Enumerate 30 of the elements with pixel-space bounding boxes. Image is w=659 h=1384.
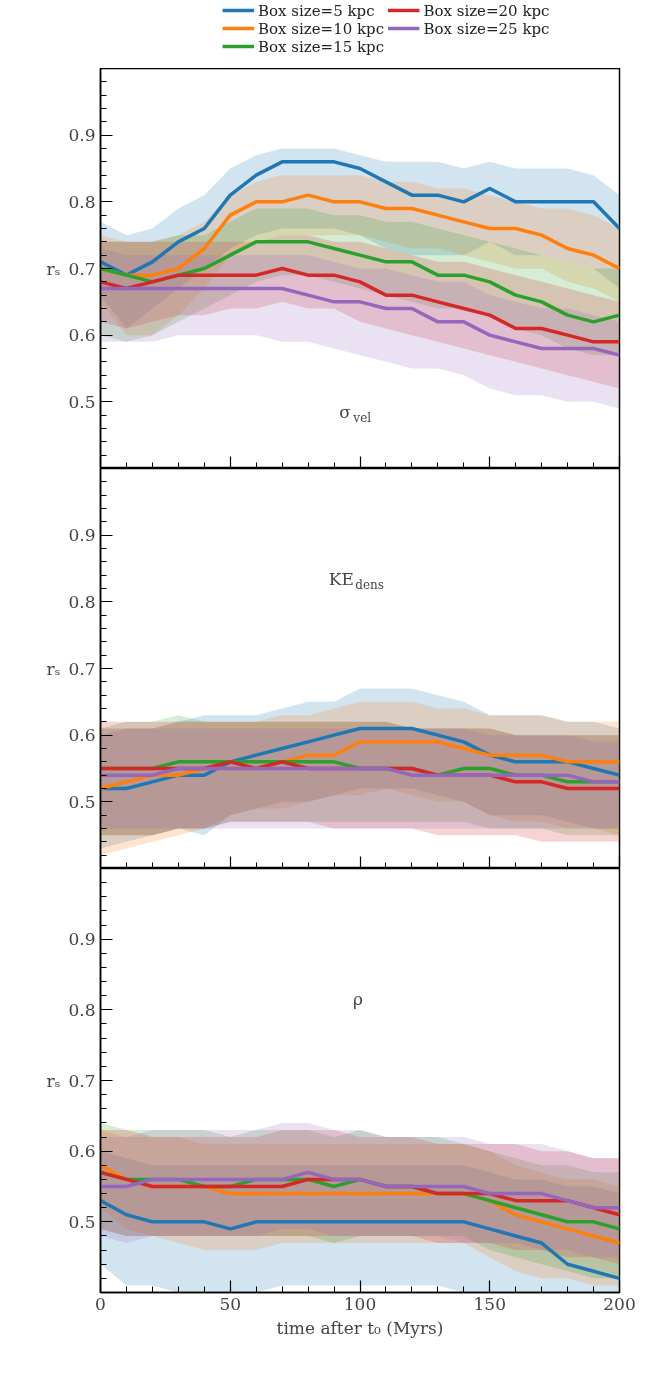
x-tick-label: 150 (473, 1293, 506, 1314)
y-axis-title: rₛ (46, 658, 61, 679)
x-tick-label: 100 (343, 1293, 377, 1314)
y-axis-title: rₛ (46, 258, 61, 279)
y-tick-label: 0.6 (68, 1141, 96, 1162)
y-tick-label: 0.9 (68, 125, 96, 146)
y-tick-label: 0.5 (68, 1211, 96, 1232)
y-axis-title: rₛ (46, 1070, 61, 1091)
legend-label: Box size=10 kpc (258, 19, 385, 38)
y-tick-label: 0.7 (68, 1070, 96, 1091)
y-tick-label: 0.8 (68, 999, 96, 1020)
y-tick-label: 0.8 (68, 191, 96, 212)
x-tick-label: 200 (603, 1293, 636, 1314)
legend-label: Box size=25 kpc (423, 19, 550, 38)
y-tick-label: 0.5 (68, 391, 96, 412)
y-tick-label: 0.7 (68, 258, 96, 279)
y-tick-label: 0.6 (68, 325, 96, 346)
annotation: ρ (352, 989, 363, 1010)
y-tick-label: 0.7 (68, 658, 96, 679)
y-tick-label: 0.6 (68, 725, 96, 746)
x-axis-title: time after t₀ (Myrs) (276, 1317, 444, 1338)
legend-label: Box size=15 kpc (258, 37, 385, 56)
legend-label: Box size=5 kpc (258, 1, 375, 20)
x-tick-label: 50 (219, 1293, 242, 1314)
legend-label: Box size=20 kpc (423, 1, 550, 20)
y-tick-label: 0.9 (68, 525, 96, 546)
y-tick-label: 0.9 (68, 929, 96, 950)
y-tick-label: 0.5 (68, 791, 96, 812)
y-tick-label: 0.8 (68, 591, 96, 612)
x-tick-label: 0 (95, 1293, 106, 1314)
